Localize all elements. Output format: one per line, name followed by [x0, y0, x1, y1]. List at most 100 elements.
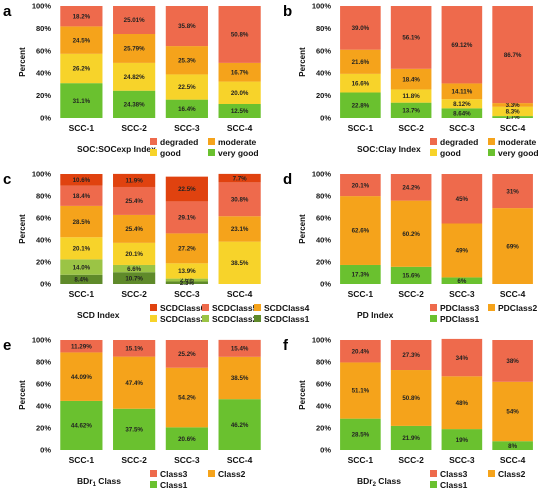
y-tick-a-4: 80%	[36, 24, 51, 33]
legend-label-d-2: PDClass1	[440, 314, 479, 324]
data-label-c-3-2: 38.5%	[231, 260, 249, 267]
x-axis-title-b: SOC:Clay Index	[357, 144, 421, 154]
x-tick-b-3: SCC-4	[500, 123, 526, 133]
data-label-a-2-1: 22.5%	[178, 84, 196, 91]
data-label-b-3-2: 3.3%	[506, 102, 521, 109]
bar-e-0-2	[60, 340, 103, 353]
data-label-b-3-1: 8.3%	[506, 109, 521, 116]
x-tick-f-0: SCC-1	[348, 455, 374, 465]
bar-d-1-2	[390, 174, 432, 201]
bar-c-2-3	[165, 233, 208, 264]
legend-swatch-b-1	[488, 138, 495, 145]
legend-label-e-1: Class2	[218, 469, 246, 479]
data-label-a-2-0: 16.4%	[178, 106, 196, 113]
bar-b-3-3	[492, 6, 533, 104]
x-tick-e-3: SCC-4	[227, 455, 253, 465]
bar-a-1-1	[113, 62, 156, 91]
y-axis-title-c: Percent	[18, 214, 27, 244]
legend-swatch-e-1	[208, 470, 215, 477]
x-tick-c-0: SCC-1	[69, 289, 95, 299]
y-tick-a-5: 100%	[32, 2, 52, 11]
y-axis-title-f: Percent	[298, 380, 307, 410]
legend-swatch-d-1	[488, 304, 495, 311]
data-label-b-2-2: 14.11%	[452, 89, 473, 96]
bar-b-0-1	[340, 73, 381, 93]
bar-a-0-0	[60, 83, 103, 118]
y-tick-f-5: 100%	[312, 336, 332, 345]
data-label-c-0-4: 18.4%	[73, 193, 91, 200]
y-tick-e-0: 0%	[40, 446, 51, 455]
bar-f-1-1	[390, 370, 432, 426]
data-label-e-0-1: 44.09%	[71, 374, 92, 381]
legend-swatch-d-2	[430, 315, 437, 322]
bar-d-0-0	[340, 264, 381, 284]
data-label-b-1-2: 18.4%	[402, 76, 420, 83]
y-tick-c-4: 80%	[36, 192, 51, 201]
bar-a-0-2	[60, 26, 103, 54]
x-tick-d-3: SCC-4	[500, 289, 526, 299]
bar-f-0-0	[340, 418, 381, 450]
legend-label-c-5: SCDClass1	[264, 314, 310, 324]
data-label-a-0-1: 26.2%	[73, 66, 91, 73]
data-label-e-3-2: 15.4%	[231, 346, 249, 353]
bar-c-0-1	[60, 259, 103, 275]
data-label-c-3-5: 7.7%	[233, 175, 248, 182]
y-tick-e-2: 40%	[36, 402, 51, 411]
data-label-d-0-1: 62.6%	[352, 228, 370, 235]
x-tick-e-2: SCC-3	[174, 455, 200, 465]
bar-d-0-2	[340, 174, 381, 197]
legend-swatch-e-0	[150, 470, 157, 477]
bar-c-3-4	[218, 182, 261, 217]
legend-label-e-2: Class1	[160, 480, 188, 490]
data-label-f-1-2: 27.3%	[402, 352, 420, 359]
y-tick-b-5: 100%	[312, 2, 332, 11]
y-tick-f-2: 40%	[316, 402, 331, 411]
y-tick-c-1: 20%	[36, 258, 51, 267]
data-label-e-0-2: 11.29%	[71, 343, 92, 350]
legend-label-d-1: PDClass2	[498, 303, 537, 313]
y-tick-b-3: 60%	[316, 46, 331, 55]
data-label-a-1-1: 24.82%	[124, 74, 145, 81]
bar-d-3-1	[492, 208, 533, 284]
data-label-c-0-1: 14.0%	[73, 264, 91, 271]
x-tick-b-0: SCC-1	[348, 123, 374, 133]
bar-f-3-0	[492, 441, 533, 450]
x-tick-f-1: SCC-2	[398, 455, 424, 465]
bar-c-1-1	[113, 264, 156, 273]
bar-a-2-1	[165, 74, 208, 100]
bar-d-3-2	[492, 174, 533, 209]
legend-label-f-0: Class3	[440, 469, 468, 479]
data-label-a-1-0: 24.38%	[124, 102, 145, 109]
data-label-f-1-0: 21.9%	[402, 435, 420, 442]
data-label-f-0-0: 28.5%	[352, 432, 370, 439]
data-label-a-0-0: 31.1%	[73, 98, 91, 105]
y-tick-d-0: 0%	[320, 280, 331, 289]
x-tick-c-1: SCC-2	[121, 289, 147, 299]
data-label-c-2-2: 13.9%	[178, 268, 196, 275]
bar-d-2-1	[441, 223, 483, 278]
x-axis-title-d: PD Index	[357, 310, 394, 320]
bar-e-3-0	[218, 399, 261, 450]
data-label-a-1-2: 25.79%	[124, 46, 145, 53]
data-label-c-3-4: 30.8%	[231, 197, 249, 204]
bar-b-1-0	[390, 102, 432, 118]
bar-a-2-2	[165, 46, 208, 75]
data-label-f-3-0: 8%	[508, 443, 517, 450]
bar-b-3-1	[492, 106, 533, 117]
y-tick-b-1: 20%	[316, 91, 331, 100]
bar-f-1-2	[390, 340, 432, 371]
data-label-f-2-2: 34%	[456, 355, 469, 362]
legend-label-b-2: good	[440, 148, 461, 158]
data-label-c-2-4: 29.1%	[178, 215, 196, 222]
data-label-b-0-0: 22.8%	[352, 102, 370, 109]
data-label-d-0-2: 20.1%	[352, 182, 370, 189]
y-tick-d-4: 80%	[316, 192, 331, 201]
bar-a-3-1	[218, 81, 261, 104]
data-label-b-0-1: 16.6%	[352, 80, 370, 87]
data-label-f-2-1: 48%	[456, 400, 469, 407]
data-label-a-2-2: 25.3%	[178, 57, 196, 64]
bar-b-3-0	[492, 116, 533, 118]
data-label-b-0-3: 39.0%	[352, 25, 370, 32]
data-label-d-2-2: 45%	[456, 196, 469, 203]
x-tick-a-2: SCC-3	[174, 123, 200, 133]
